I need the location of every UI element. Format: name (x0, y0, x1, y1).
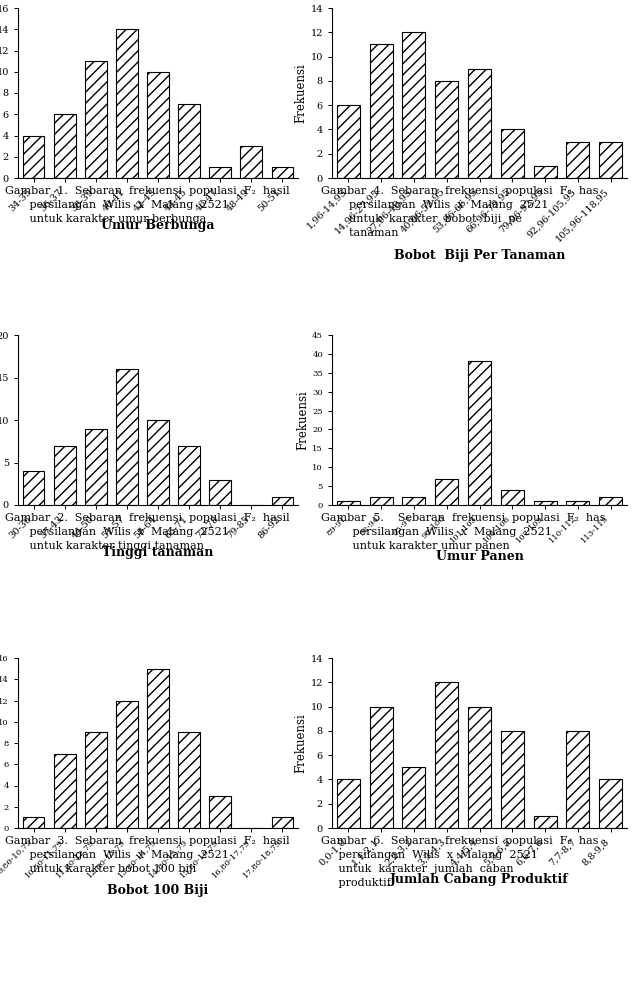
Bar (468, 706, 491, 828)
Bar (272, 167, 293, 178)
Text: Gambar  2.  Sebaran  frekuensi  populasi  F₂  hasil
       persilangan  Wilis  x: Gambar 2. Sebaran frekuensi populasi F₂ … (5, 513, 290, 551)
Bar (534, 816, 557, 828)
Bar (468, 69, 491, 178)
Bar (566, 730, 589, 828)
Bar (147, 72, 169, 178)
Bar (403, 32, 426, 178)
Bar (209, 480, 231, 505)
Bar (22, 471, 44, 505)
Bar (435, 479, 458, 505)
Bar (566, 141, 589, 178)
Bar (147, 420, 169, 505)
Y-axis label: Frekuensi: Frekuensi (295, 63, 308, 123)
Text: Gambar  4.  Sebaran  frekuensi  populasi  F₂  has
        persilangan  Wilis  x : Gambar 4. Sebaran frekuensi populasi F₂ … (321, 186, 598, 238)
Bar (337, 780, 360, 828)
Bar (116, 700, 138, 828)
Bar (435, 81, 458, 178)
Bar (272, 818, 293, 828)
Bar (22, 135, 44, 178)
Bar (403, 768, 426, 828)
Bar (54, 754, 76, 828)
Bar (534, 501, 557, 505)
Bar (147, 668, 169, 828)
Bar (116, 29, 138, 178)
Y-axis label: Frekuensi: Frekuensi (295, 713, 308, 773)
Bar (337, 105, 360, 178)
Bar (599, 780, 622, 828)
Text: Gambar  3.  Sebaran  frekuensi  populasi  F₂  hasil
       persilangan  Wilis  x: Gambar 3. Sebaran frekuensi populasi F₂ … (5, 836, 290, 874)
Bar (178, 446, 200, 505)
Bar (370, 497, 393, 505)
Bar (599, 497, 622, 505)
Bar (178, 103, 200, 178)
Bar (566, 501, 589, 505)
Bar (370, 44, 393, 178)
Bar (85, 429, 107, 505)
Bar (85, 732, 107, 828)
Bar (116, 369, 138, 505)
Bar (337, 501, 360, 505)
X-axis label: Bobot  Biji Per Tanaman: Bobot Biji Per Tanaman (394, 249, 565, 263)
Bar (209, 167, 231, 178)
Text: Gambar  1.  Sebaran  frekuensi  populasi  F₂  hasil
       persilangan  Wilis  x: Gambar 1. Sebaran frekuensi populasi F₂ … (5, 186, 290, 224)
Bar (209, 797, 231, 828)
Y-axis label: Frekuensi: Frekuensi (297, 390, 309, 450)
Bar (54, 114, 76, 178)
Bar (272, 497, 293, 505)
Bar (599, 141, 622, 178)
Bar (501, 730, 524, 828)
Bar (85, 61, 107, 178)
X-axis label: Bobot 100 Biji: Bobot 100 Biji (107, 885, 209, 898)
Bar (468, 362, 491, 505)
Bar (370, 706, 393, 828)
Bar (501, 490, 524, 505)
Bar (403, 497, 426, 505)
Bar (534, 166, 557, 178)
Bar (178, 732, 200, 828)
Bar (435, 682, 458, 828)
Text: Gambar  5.    Sebaran  frekuensi  populasi  F₂  has
         persilangan  Wilis : Gambar 5. Sebaran frekuensi populasi F₂ … (321, 513, 605, 551)
X-axis label: Umur Berbunga: Umur Berbunga (101, 218, 215, 231)
Bar (501, 129, 524, 178)
X-axis label: Jumlah Cabang Produktif: Jumlah Cabang Produktif (390, 874, 569, 887)
Text: Gambar  6.  Sebaran  frekuensi  populasi  F₂  has
     persilangan  Wilis  x  Ma: Gambar 6. Sebaran frekuensi populasi F₂ … (321, 836, 598, 888)
Bar (54, 446, 76, 505)
X-axis label: Umur Panen: Umur Panen (435, 550, 523, 563)
X-axis label: Tinggi tanaman: Tinggi tanaman (102, 546, 214, 559)
Bar (22, 818, 44, 828)
Bar (241, 146, 262, 178)
